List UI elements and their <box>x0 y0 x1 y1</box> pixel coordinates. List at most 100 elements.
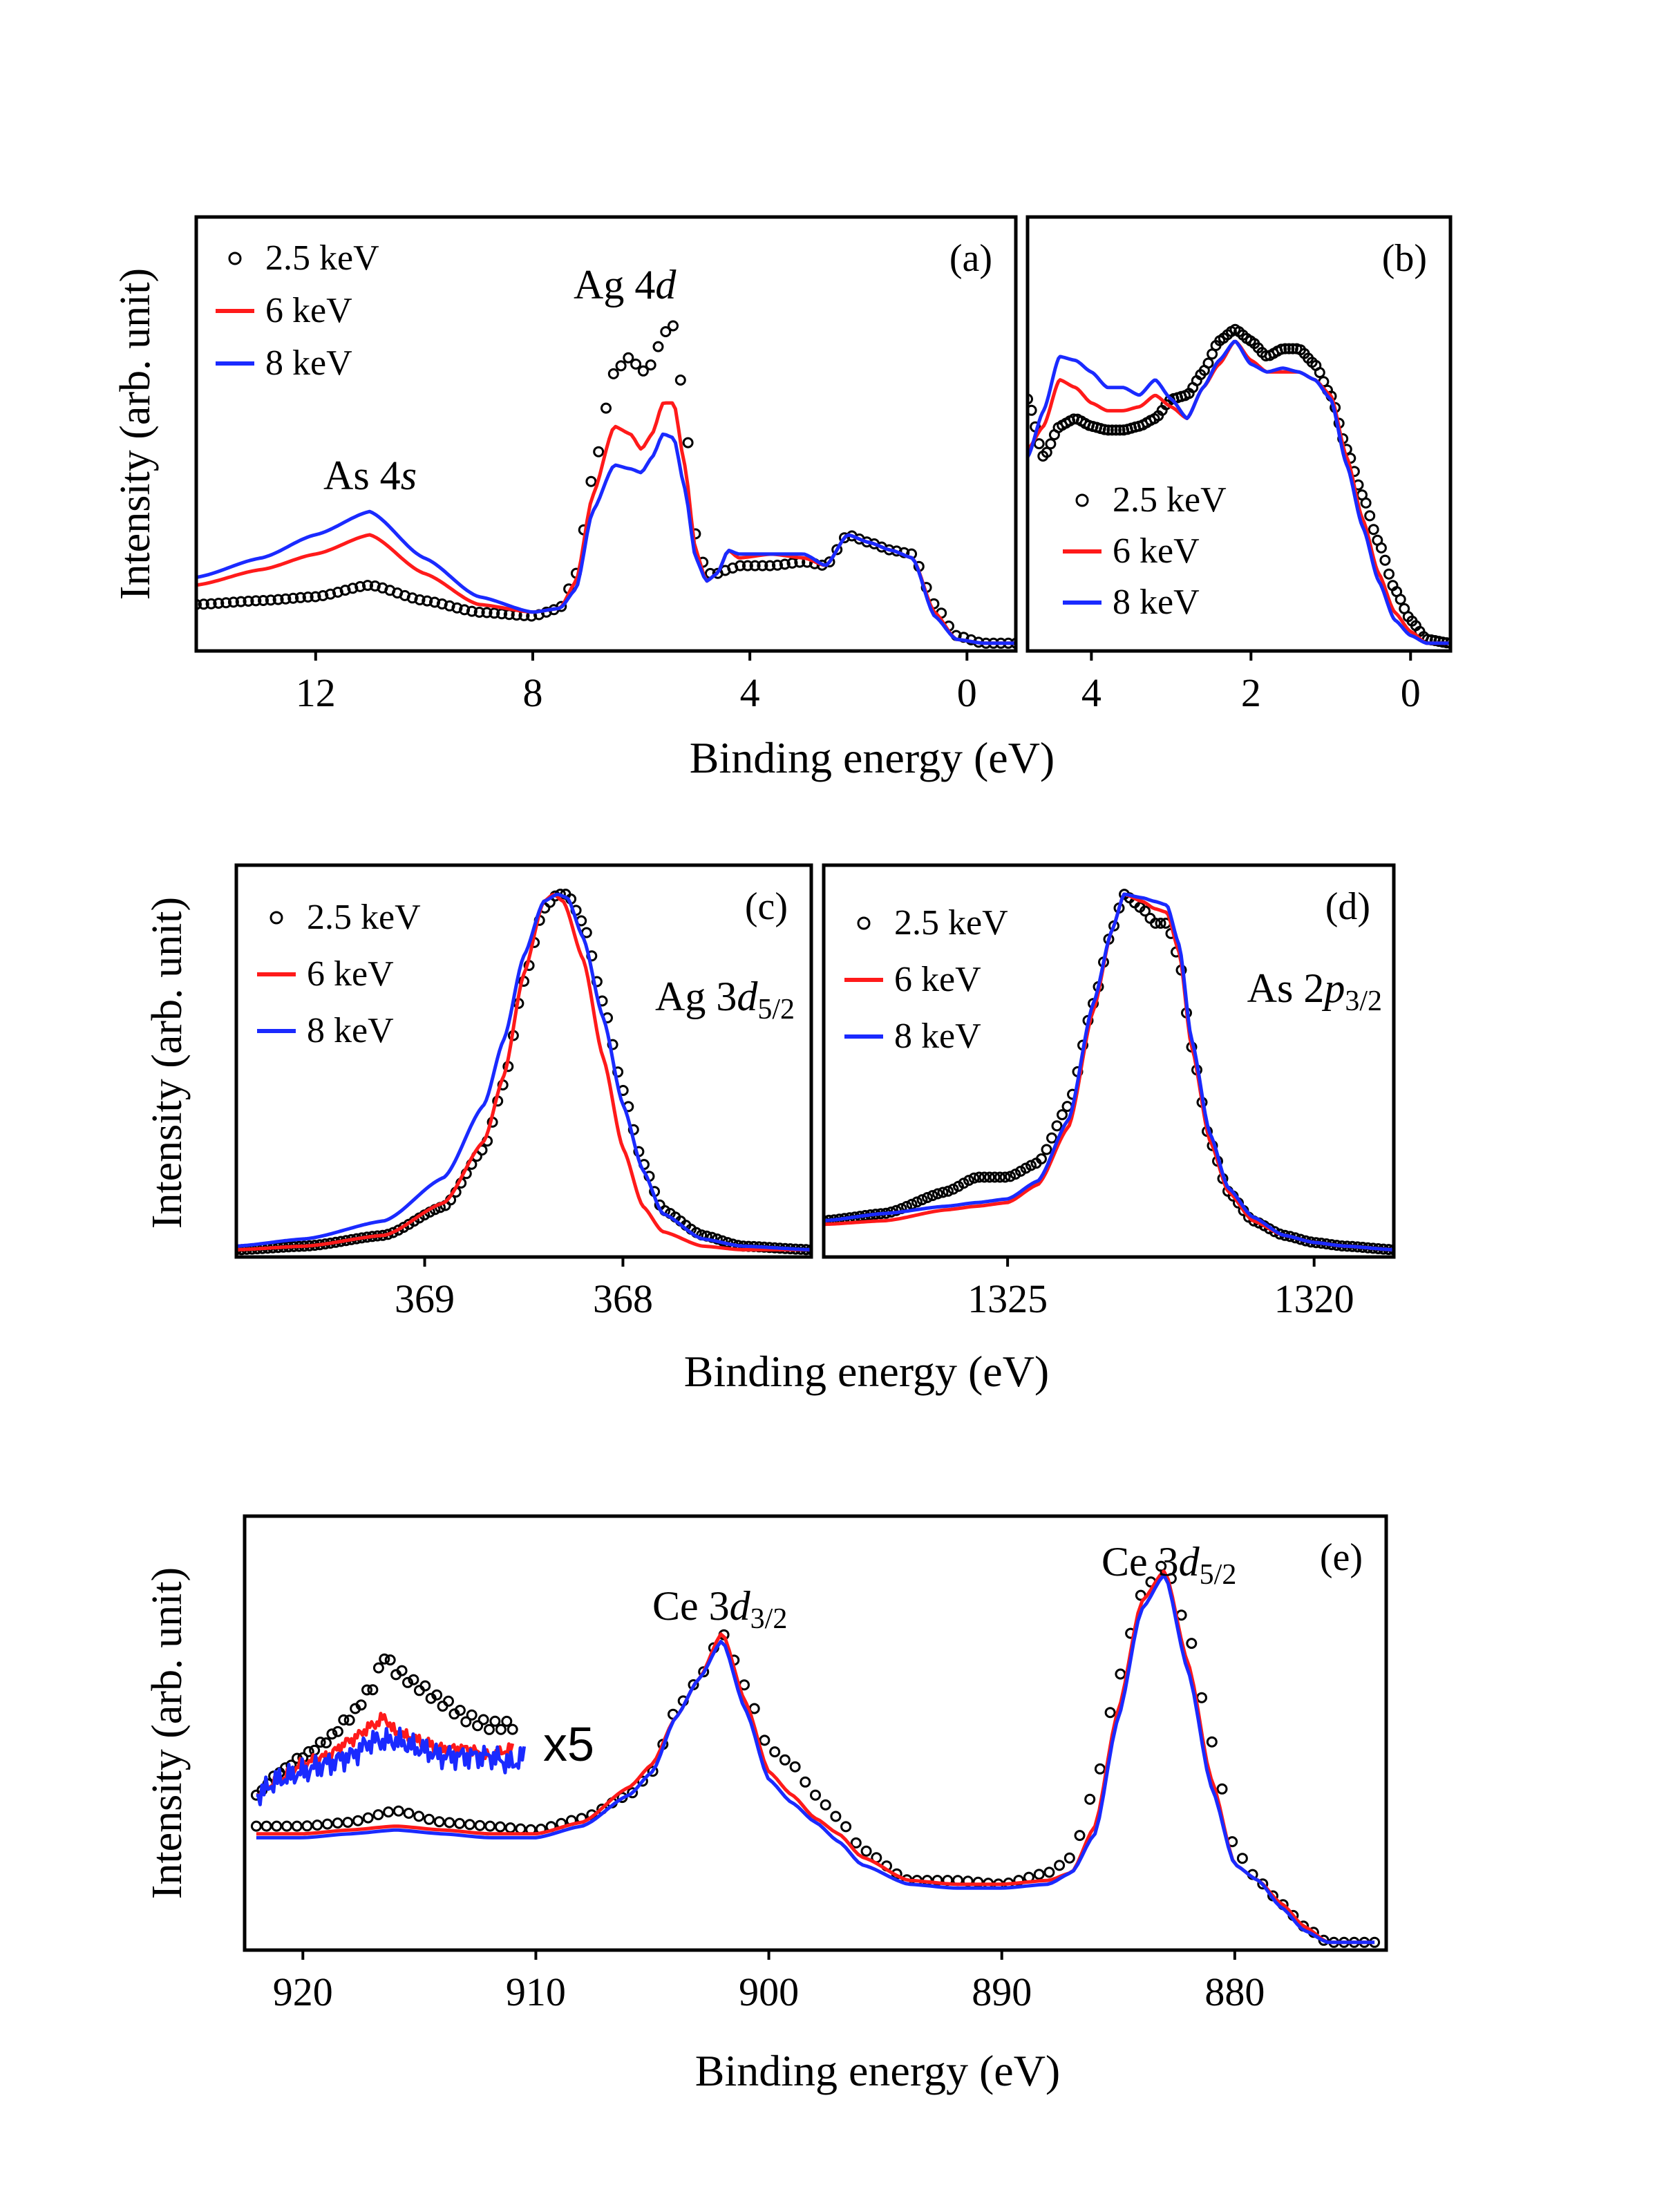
data-point <box>645 359 656 371</box>
data-point <box>473 607 485 618</box>
data-point <box>1084 1793 1096 1805</box>
data-point <box>1054 1860 1066 1871</box>
data-point <box>943 1185 954 1197</box>
data-point <box>1368 524 1379 536</box>
x-tick-label: 368 <box>593 1276 653 1321</box>
panel-label: (a) <box>949 237 992 280</box>
data-point <box>484 1723 495 1735</box>
data-point <box>615 360 627 372</box>
series-line-8-kev <box>196 432 1016 645</box>
data-point <box>1033 438 1045 450</box>
data-point <box>1057 1109 1068 1121</box>
data-point <box>749 560 761 571</box>
data-point <box>431 1689 443 1701</box>
x-tick-label: 4 <box>740 670 760 715</box>
legend: 2.5 keV 6 keV 8 keV <box>257 898 421 1050</box>
data-point <box>372 1809 384 1821</box>
data-point <box>332 1817 343 1829</box>
plot-area <box>196 320 1016 649</box>
data-point <box>1115 1668 1126 1680</box>
annotation-as-2p32: As 2p3/2 <box>1247 965 1382 1017</box>
legend-label: 2.5 keV <box>1113 480 1227 520</box>
x-tick-label: 920 <box>273 1969 333 2014</box>
data-point <box>379 1653 390 1665</box>
data-point <box>927 1190 938 1202</box>
data-point <box>459 604 471 616</box>
panel-a: 12 8 4 0 (a) 2.5 keV 6 keV 8 keV As 4s Ag 4d <box>196 237 1016 715</box>
data-point <box>831 544 843 556</box>
data-point <box>362 1812 374 1824</box>
data-point <box>1140 905 1151 917</box>
data-point <box>1110 424 1122 436</box>
data-point <box>840 1821 852 1833</box>
data-point <box>383 1806 395 1818</box>
data-point <box>312 1819 323 1831</box>
panel-b-frame <box>1025 215 1453 653</box>
data-point <box>454 1817 466 1829</box>
data-point <box>294 592 306 603</box>
data-point <box>698 1666 710 1678</box>
legend-label: 8 keV <box>894 1017 981 1056</box>
plot-area <box>824 889 1394 1256</box>
data-point <box>668 320 679 332</box>
data-point <box>1236 1853 1248 1864</box>
legend-label: 8 keV <box>307 1011 394 1050</box>
panel-a-frame <box>194 215 1018 653</box>
legend-label: 6 keV <box>1113 531 1200 571</box>
data-point <box>287 592 299 604</box>
x-tick-label: 4 <box>1081 670 1102 715</box>
data-point <box>261 1820 272 1832</box>
data-point <box>789 1761 801 1773</box>
data-point <box>968 1172 980 1184</box>
annotation-ag-3d52: Ag 3d5/2 <box>655 974 795 1025</box>
data-point <box>384 1654 396 1666</box>
series-line-6-kev <box>236 893 811 1251</box>
data-point <box>1216 1783 1228 1795</box>
data-point <box>454 1705 466 1716</box>
data-point <box>607 368 619 379</box>
data-point <box>343 1714 355 1726</box>
data-point <box>314 1737 326 1748</box>
data-point <box>999 1171 1011 1183</box>
data-point <box>757 560 768 571</box>
panel-d: 1325 1320 (d) 2.5 keV 6 keV 8 keV As 2p3/2 <box>824 885 1394 1321</box>
data-point <box>779 558 791 570</box>
data-point <box>332 1726 343 1737</box>
data-point <box>1394 594 1406 605</box>
panel-label: (b) <box>1382 237 1427 280</box>
data-point <box>830 1811 842 1822</box>
data-point <box>408 1674 419 1685</box>
data-point <box>213 598 225 609</box>
series-line-8-kev-x5 <box>256 1726 527 1806</box>
panel-b: 4 2 0 (b) 2.5 keV 6 keV 8 keV <box>1028 237 1450 715</box>
data-point <box>994 1171 1005 1183</box>
panel-c-frame <box>234 863 813 1259</box>
legend: 2.5 keV 6 keV 8 keV <box>216 238 379 383</box>
data-point <box>637 365 649 377</box>
data-point <box>772 559 783 571</box>
data-point <box>429 596 440 608</box>
series-markers-2-5-kev <box>1028 323 1450 649</box>
y-axis-label: Intensity (arb. unit) <box>144 897 191 1229</box>
data-point <box>484 1820 496 1832</box>
x-tick-label: 900 <box>739 1969 799 2014</box>
x-tick-label: 910 <box>506 1969 566 2014</box>
x-axis-label: Binding energy (eV) <box>695 2046 1060 2095</box>
data-point <box>1094 1763 1106 1775</box>
data-point <box>196 598 202 610</box>
data-point <box>1045 438 1057 450</box>
data-point <box>317 590 329 601</box>
data-point <box>321 1737 332 1749</box>
data-point <box>1375 542 1387 554</box>
data-point <box>1114 424 1126 436</box>
data-point <box>682 437 694 448</box>
data-point <box>372 1662 384 1674</box>
series-markers-2-5-kev <box>236 889 811 1256</box>
data-point <box>1106 424 1118 436</box>
data-point <box>623 352 634 363</box>
data-point <box>302 592 314 603</box>
data-point <box>489 607 500 619</box>
data-point <box>396 1665 408 1676</box>
legend-label: 6 keV <box>307 954 394 994</box>
annotation-as-4s: As 4s <box>323 453 417 498</box>
